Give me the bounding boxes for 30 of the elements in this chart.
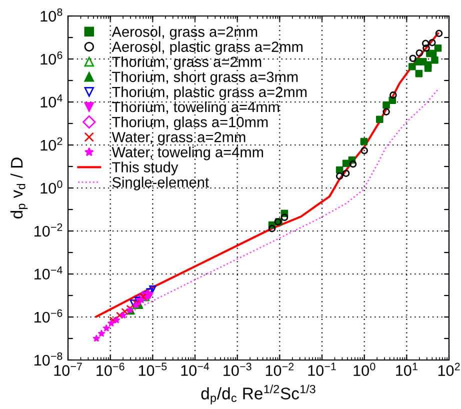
- x-tick-label: 10$^{−5}$: [138, 362, 167, 376]
- y-tick-label: 10$^{4}$: [40, 94, 62, 108]
- legend-label: Aerosol, grass a=2mm: [112, 26, 258, 40]
- y-tick-label: 10$^{−4}$: [34, 266, 62, 280]
- y-tick-label: 10$^{2}$: [40, 137, 62, 151]
- legend-label: Thorium, toweling a=4mm: [112, 101, 279, 116]
- x-tick-label: 10$^{−2}$: [266, 362, 294, 376]
- legend-label: This study: [112, 162, 178, 176]
- x-tick-label: 10$^{−4}$: [181, 362, 210, 376]
- legend-label: Aerosol, plastic grass a=2mm: [112, 41, 302, 55]
- x-tick-label: 10$^{−3}$: [224, 362, 252, 376]
- legend-label: Single-element: [112, 176, 209, 190]
- x-tick-label: 10$^{−1}$: [308, 362, 336, 376]
- legend-label: Thorium, plastic grass a=2mm: [112, 86, 307, 100]
- y-tick-label: 10$^{0}$: [40, 180, 62, 194]
- x-tick-label: 10$^{0}$: [354, 362, 376, 376]
- legend-label: Water, grass a=2mm: [112, 132, 246, 146]
- x-tick-label: 10$^{−6}$: [96, 362, 124, 376]
- y-tick-label: 10$^{6}$: [40, 51, 62, 65]
- legend-label: Thorium, grass a=2mm: [112, 56, 262, 70]
- x-tick-label: 10$^{1}$: [396, 362, 418, 376]
- x-tick-label: 10$^{2}$: [438, 362, 460, 376]
- legend-label: Thorium, glass a=10mm: [112, 116, 268, 130]
- x-axis-title: d$_{p}$/d$_{c}$ Re$^{1/2}$Sc$^{1/3}$: [201, 384, 316, 404]
- legend-label: Water, toweling a=4mm: [112, 146, 264, 160]
- y-tick-label: 10$^{−2}$: [34, 223, 62, 237]
- legend-label: Thorium, short grass a=3mm: [112, 71, 298, 85]
- y-tick-label: 10$^{8}$: [40, 8, 62, 22]
- y-tick-label: 10$^{−6}$: [34, 309, 62, 323]
- y-axis-title: d$_{p}$ v$_{d}$ / D: [10, 158, 28, 218]
